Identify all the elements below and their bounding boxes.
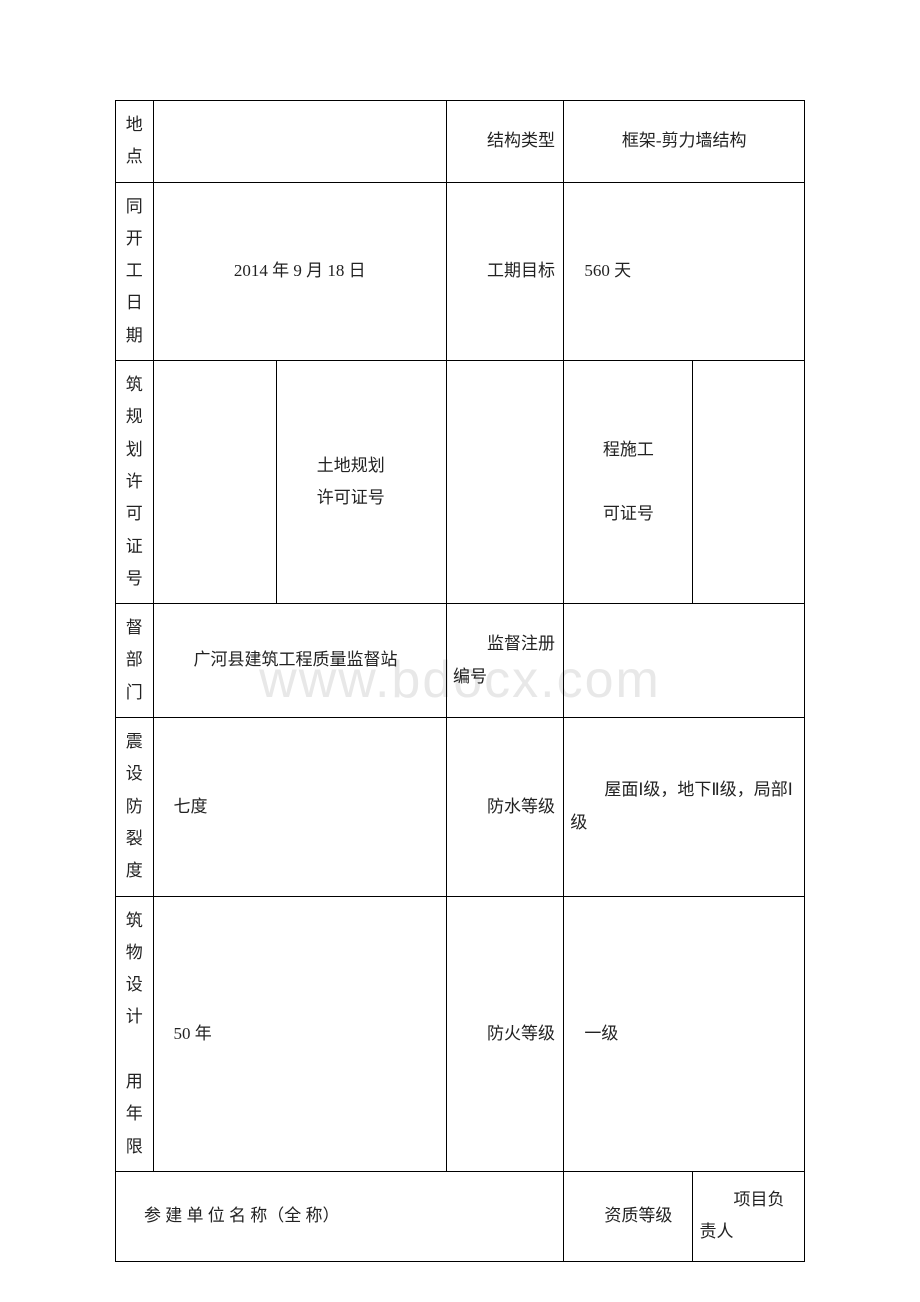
table-row: 督部门 广河县建筑工程质量监督站 监督注册编号 (116, 604, 805, 718)
label-land-permit: 土地规划 许可证号 (276, 361, 446, 604)
value-fire-rating: 一级 (564, 896, 805, 1171)
label-structure-type: 结构类型 (446, 101, 563, 183)
table-row: 参 建 单 位 名 称（全 称） 资质等级 项目负责人 (116, 1171, 805, 1261)
table-row: 地点 结构类型 框架-剪力墙结构 (116, 101, 805, 183)
value-location (153, 101, 446, 183)
table-row: 震设防裂度 七度 防水等级 屋面Ⅰ级，地下Ⅱ级，局部Ⅰ级 (116, 718, 805, 896)
value-waterproof: 屋面Ⅰ级，地下Ⅱ级，局部Ⅰ级 (564, 718, 805, 896)
value-duration: 560 天 (564, 182, 805, 360)
table-row: 筑物设计 用年限 50 年 防火等级 一级 (116, 896, 805, 1171)
label-fire-rating: 防火等级 (446, 896, 563, 1171)
value-supervision-dept: 广河县建筑工程质量监督站 (153, 604, 446, 718)
value-construction-permit (693, 361, 805, 604)
label-building-permit: 筑规划许可证号 (116, 361, 154, 604)
value-structure-type: 框架-剪力墙结构 (564, 101, 805, 183)
label-seismic: 震设防裂度 (116, 718, 154, 896)
form-table: 地点 结构类型 框架-剪力墙结构 同开工日期 2014 年 9 月 18 日 工… (115, 100, 805, 1262)
document-page: www.bdocx.com 地点 结构类型 框架-剪力墙结构 同开工日期 201… (0, 0, 920, 1302)
label-location: 地点 (116, 101, 154, 183)
label-construction-permit: 程施工 可证号 (564, 361, 693, 604)
value-seismic: 七度 (153, 718, 446, 896)
label-start-date: 同开工日期 (116, 182, 154, 360)
table-row: 筑规划许可证号 土地规划 许可证号 程施工 可证号 (116, 361, 805, 604)
label-supervision-dept: 督部门 (116, 604, 154, 718)
label-design-life: 筑物设计 用年限 (116, 896, 154, 1171)
label-project-manager: 项目负责人 (693, 1171, 805, 1261)
value-land-permit (446, 361, 563, 604)
value-supervision-reg (564, 604, 805, 718)
label-waterproof: 防水等级 (446, 718, 563, 896)
value-start-date: 2014 年 9 月 18 日 (153, 182, 446, 360)
label-supervision-reg: 监督注册编号 (446, 604, 563, 718)
table-row: 同开工日期 2014 年 9 月 18 日 工期目标 560 天 (116, 182, 805, 360)
label-qualification: 资质等级 (564, 1171, 693, 1261)
label-duration: 工期目标 (446, 182, 563, 360)
value-building-permit (153, 361, 276, 604)
label-participating-units: 参 建 单 位 名 称（全 称） (116, 1171, 564, 1261)
value-design-life: 50 年 (153, 896, 446, 1171)
